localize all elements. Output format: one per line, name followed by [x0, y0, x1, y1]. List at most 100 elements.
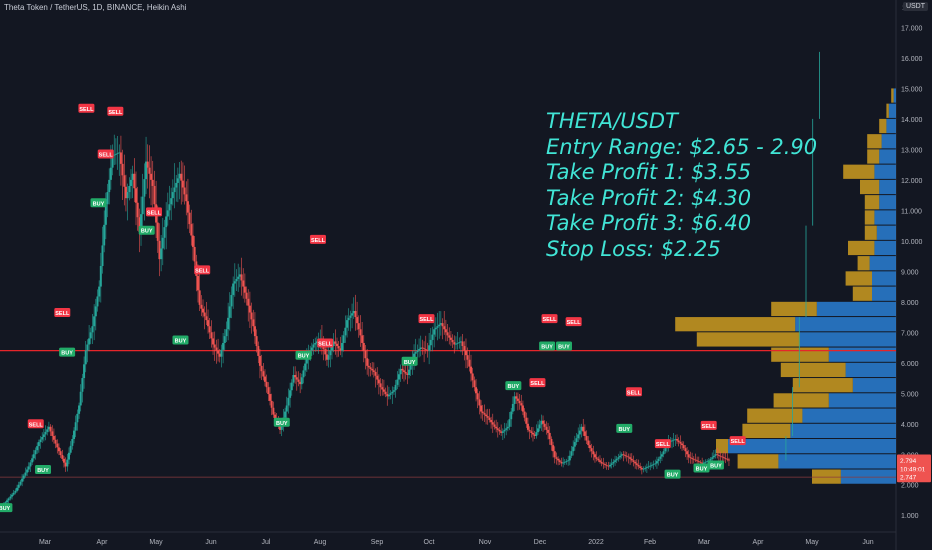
signal-label: SELL: [29, 422, 44, 428]
y-tick-label: 13.000: [901, 147, 923, 154]
signal-badge: [78, 103, 95, 113]
x-tick-label: Oct: [424, 539, 435, 546]
candle-body: [232, 283, 235, 295]
buy-signal: BUY: [172, 335, 189, 345]
candle-body: [52, 435, 55, 440]
candle-body: [640, 467, 643, 470]
volume-profile-sell-bar: [857, 256, 870, 271]
candle-body: [717, 455, 720, 456]
candle-body: [573, 442, 576, 447]
candle-body: [26, 469, 29, 473]
candle-body: [577, 434, 580, 439]
candle-body: [185, 194, 188, 202]
candle-body: [242, 280, 245, 287]
candle-body: [699, 461, 702, 463]
candle-body: [81, 378, 84, 392]
candle-body: [510, 411, 513, 420]
candle-body: [580, 426, 583, 431]
candle-body: [714, 454, 717, 456]
candle-body: [302, 370, 305, 378]
candle-body: [272, 407, 275, 415]
x-tick-label: Jun: [205, 539, 216, 546]
candle-body: [727, 459, 730, 461]
buy-signal: BUY: [138, 225, 155, 235]
candle-body: [124, 186, 127, 199]
volume-profile-buy-bar: [879, 149, 896, 164]
candle-body: [414, 352, 417, 354]
candle-body: [190, 224, 193, 236]
candle-body: [84, 350, 87, 365]
candle-body: [654, 463, 657, 465]
candle-body: [233, 281, 236, 284]
candle-body: [558, 460, 561, 462]
candle-body: [721, 456, 724, 458]
candle-body: [645, 467, 648, 469]
candle-body: [702, 462, 705, 464]
candle-body: [118, 152, 121, 154]
y-tick-label: 12.000: [901, 178, 923, 185]
volume-profile-sell-bar: [747, 408, 803, 423]
signal-label: SELL: [627, 390, 642, 396]
y-tick-label: 4.000: [901, 422, 919, 429]
candle-body: [644, 467, 647, 469]
candle-body: [203, 312, 206, 317]
volume-profile-buy-bar: [828, 347, 896, 362]
candle-body: [470, 366, 472, 374]
signal-label: SELL: [99, 152, 114, 158]
candle-body: [431, 334, 434, 340]
candle-body: [590, 448, 593, 452]
candle-body: [401, 368, 404, 371]
currency-badge[interactable]: USDT: [902, 2, 928, 11]
candle-body: [684, 448, 687, 452]
candle-body: [391, 391, 394, 394]
candle-body: [99, 266, 102, 287]
candle-body: [290, 382, 293, 391]
signal-badge: [700, 420, 717, 430]
candle-body: [724, 458, 727, 459]
candle-body: [687, 454, 690, 458]
candle-body: [371, 368, 374, 371]
candle-body: [436, 326, 439, 328]
candle-body: [126, 192, 129, 199]
candle-body: [493, 424, 496, 427]
candle-body: [396, 379, 399, 385]
candle-body: [101, 245, 104, 266]
y-tick-label: 10.000: [901, 239, 923, 246]
candle-body: [91, 326, 94, 333]
sell-signal: SELL: [145, 207, 162, 217]
candle-body: [61, 455, 64, 459]
candle-body: [588, 445, 591, 449]
candle-body: [369, 367, 372, 369]
candle-body: [349, 315, 352, 318]
candle-body: [552, 445, 555, 452]
candle-body: [416, 350, 419, 353]
candle-body: [697, 461, 700, 462]
y-tick-label: 5.000: [901, 391, 919, 398]
signal-label: BUY: [93, 201, 105, 207]
candle-body: [83, 364, 86, 379]
y-tick-label: 2.000: [901, 483, 919, 490]
candle-body: [694, 459, 697, 461]
x-tick-label: Nov: [479, 539, 492, 546]
buy-signal: BUY: [35, 465, 52, 475]
candle-body: [145, 161, 148, 180]
y-tick-label: 15.000: [901, 86, 923, 93]
signals: SELLBUYBUYSELLBUYSELLSELLSELLBUYSELLBUYS…: [0, 103, 746, 512]
candle-body: [394, 384, 397, 391]
sell-signal: SELL: [54, 308, 71, 318]
signal-badge: [59, 347, 76, 357]
candle-body: [138, 217, 141, 232]
buy-signal: BUY: [0, 503, 13, 512]
candle-body: [426, 349, 429, 351]
candle-body: [655, 461, 658, 464]
candle-body: [62, 458, 65, 463]
candle-body: [79, 391, 82, 406]
price-label-text: 2.747: [900, 475, 917, 482]
candle-body: [459, 341, 462, 343]
price-label-box: [897, 471, 931, 483]
candle-body: [148, 167, 151, 174]
candle-body: [151, 179, 154, 186]
candle-body: [506, 426, 509, 429]
candle-body: [500, 431, 503, 433]
